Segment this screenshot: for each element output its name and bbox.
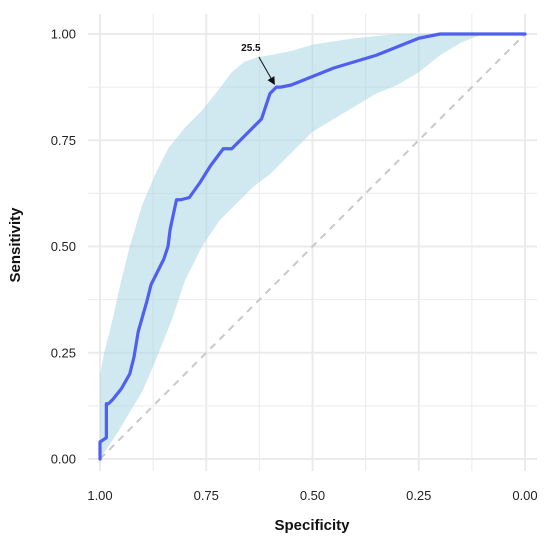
x-axis-title: Specificity (274, 517, 350, 534)
annotation-arrow (258, 56, 275, 85)
y-tick-label: 0.50 (51, 239, 76, 254)
confidence-band (100, 34, 525, 459)
confidence-band-layer (100, 34, 525, 459)
x-tick-label: 0.75 (194, 488, 219, 503)
chance-diagonal (99, 33, 526, 460)
y-tick-label: 0.75 (51, 133, 76, 148)
roc-curve-line (98, 32, 527, 461)
x-tick-labels: 1.00 0.75 0.50 0.25 0.00 (87, 488, 537, 503)
y-tick-label: 0.00 (51, 452, 76, 467)
x-tick-label: 1.00 (87, 488, 112, 503)
chance-line (99, 33, 526, 460)
x-tick-label: 0.00 (512, 488, 537, 503)
x-tick-label: 0.25 (406, 488, 431, 503)
y-tick-label: 1.00 (51, 27, 76, 42)
x-tick-label: 0.50 (300, 488, 325, 503)
roc-line-layer (98, 32, 527, 461)
y-tick-label: 0.25 (51, 345, 76, 360)
y-axis-title: Sensitivity (7, 207, 24, 283)
annotation-layer: 25.5 (241, 43, 275, 85)
annotation-label: 25.5 (241, 43, 261, 54)
y-tick-labels: 0.00 0.25 0.50 0.75 1.00 (51, 27, 76, 467)
